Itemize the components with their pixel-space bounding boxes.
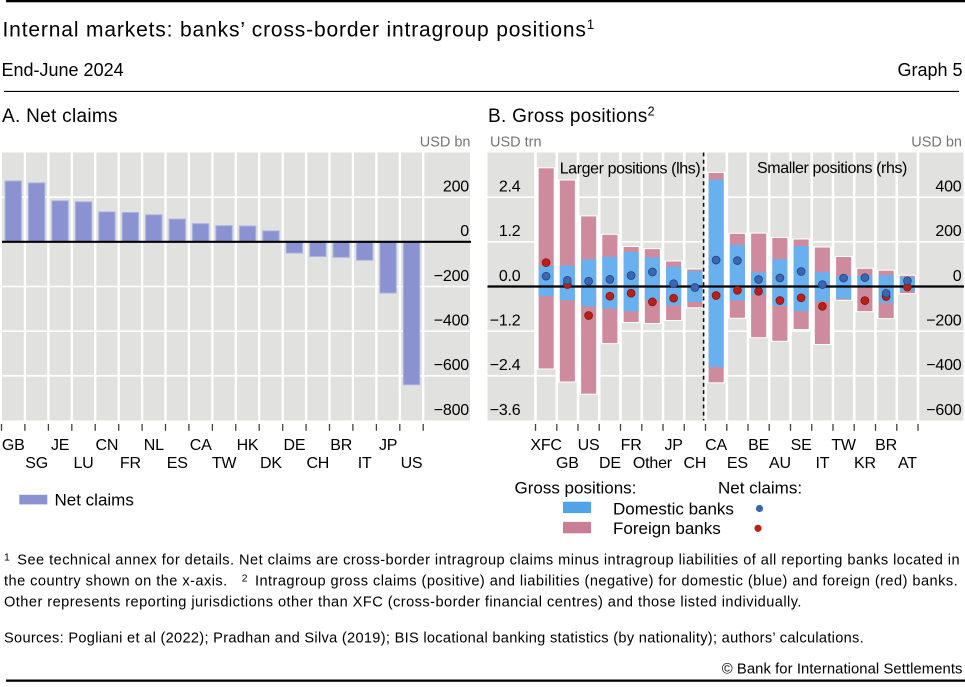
svg-text:200: 200 (443, 179, 469, 196)
svg-text:TW: TW (212, 455, 238, 472)
svg-text:AU: AU (769, 455, 791, 472)
svg-text:FR: FR (120, 455, 141, 472)
svg-text:−800: −800 (434, 402, 470, 419)
svg-text:200: 200 (935, 223, 961, 240)
svg-text:FR: FR (621, 437, 642, 454)
svg-text:0.0: 0.0 (499, 268, 521, 285)
svg-text:ES: ES (727, 455, 748, 472)
svg-text:400: 400 (935, 179, 961, 196)
svg-text:ES: ES (167, 455, 188, 472)
svg-text:JP: JP (379, 437, 397, 454)
svg-text:−2.4: −2.4 (490, 357, 521, 374)
svg-text:© Bank for International Settl: © Bank for International Settlements (722, 662, 963, 678)
svg-text:0: 0 (953, 268, 962, 285)
svg-text:Sources: Pogliani et al (2022): Sources: Pogliani et al (2022); Pradhan … (4, 630, 864, 646)
svg-text:Foreign banks: Foreign banks (613, 519, 721, 538)
svg-text:−600: −600 (434, 357, 470, 374)
svg-text:Gross positions:: Gross positions: (515, 479, 637, 498)
svg-text:1.2: 1.2 (499, 223, 521, 240)
svg-text:USD trn: USD trn (490, 135, 542, 151)
svg-text:Other represents reporting jur: Other represents reporting jurisdictions… (4, 594, 802, 610)
svg-text:CA: CA (705, 437, 727, 454)
svg-text:US: US (401, 455, 423, 472)
svg-text:BR: BR (875, 437, 897, 454)
svg-text:−400: −400 (926, 357, 962, 374)
svg-text:−200: −200 (926, 313, 962, 330)
svg-text:SG: SG (25, 455, 48, 472)
svg-text:Other: Other (633, 455, 673, 472)
svg-text:BE: BE (748, 437, 769, 454)
svg-text:the country shown on the x-axi: the country shown on the x-axis. 2 Intragr… (4, 572, 958, 589)
svg-text:USD bn: USD bn (911, 135, 962, 151)
svg-text:USD bn: USD bn (420, 135, 471, 151)
svg-text:−400: −400 (434, 313, 470, 330)
svg-text:XFC: XFC (530, 437, 561, 454)
svg-text:BR: BR (330, 437, 352, 454)
svg-text:Larger positions (lhs): Larger positions (lhs) (560, 160, 701, 177)
svg-text:JE: JE (51, 437, 69, 454)
svg-text:NL: NL (144, 437, 164, 454)
svg-text:B. Gross positions2: B. Gross positions2 (488, 104, 655, 127)
svg-text:CH: CH (684, 455, 707, 472)
svg-text:CA: CA (190, 437, 212, 454)
svg-text:CH: CH (306, 455, 329, 472)
svg-text:HK: HK (237, 437, 259, 454)
svg-text:End-June 2024: End-June 2024 (2, 60, 124, 80)
svg-text:JP: JP (664, 437, 682, 454)
svg-text:0: 0 (460, 223, 469, 240)
svg-text:DE: DE (599, 455, 621, 472)
svg-text:GB: GB (2, 437, 25, 454)
svg-text:−3.6: −3.6 (490, 402, 521, 419)
svg-text:LU: LU (73, 455, 93, 472)
svg-text:DE: DE (283, 437, 305, 454)
svg-text:Smaller positions (rhs): Smaller positions (rhs) (757, 160, 907, 177)
svg-text:Net claims: Net claims (55, 490, 134, 509)
svg-text:Net claims:: Net claims: (718, 479, 802, 498)
svg-text:AT: AT (898, 455, 917, 472)
svg-text:TW: TW (831, 437, 857, 454)
svg-text:IT: IT (358, 455, 372, 472)
svg-text:Domestic banks: Domestic banks (613, 499, 734, 518)
svg-text:Graph 5: Graph 5 (897, 60, 962, 80)
svg-text:KR: KR (854, 455, 876, 472)
svg-text:US: US (578, 437, 600, 454)
svg-text:Internal markets: banks’ cross: Internal markets: banks’ cross-border in… (3, 17, 595, 42)
svg-text:2.4: 2.4 (499, 179, 521, 196)
svg-text:IT: IT (815, 455, 829, 472)
svg-text:GB: GB (556, 455, 579, 472)
svg-text:−200: −200 (434, 268, 470, 285)
svg-text:−1.2: −1.2 (490, 313, 521, 330)
svg-text:SE: SE (791, 437, 812, 454)
svg-text:CN: CN (96, 437, 119, 454)
svg-text:A. Net claims: A. Net claims (2, 106, 118, 127)
svg-text:−600: −600 (926, 402, 962, 419)
svg-text:DK: DK (260, 455, 282, 472)
